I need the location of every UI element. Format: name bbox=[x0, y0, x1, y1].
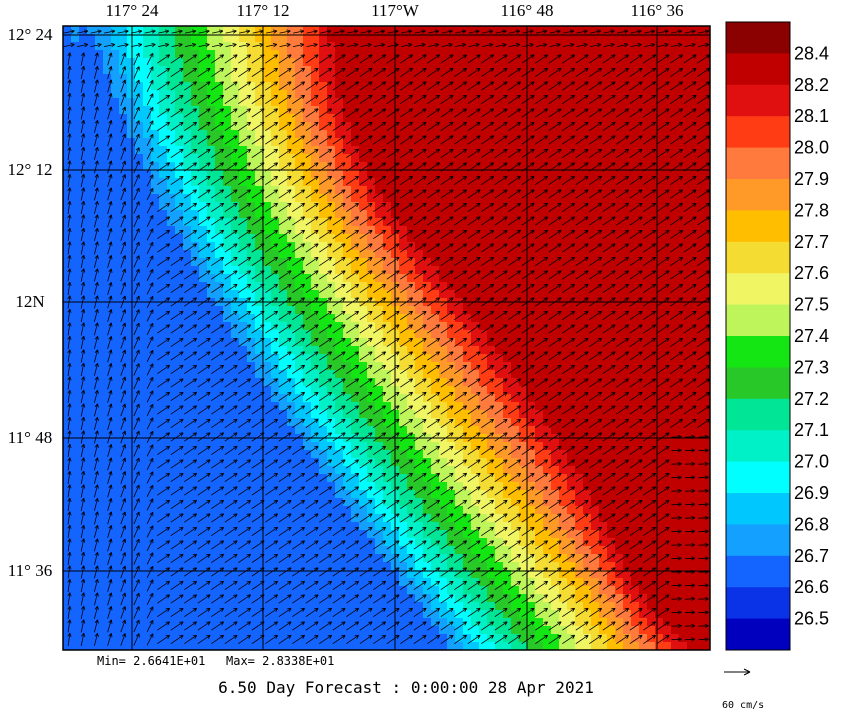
legend-swatch bbox=[726, 241, 790, 274]
legend-swatch bbox=[726, 22, 790, 54]
longitude-label: 116° 48 bbox=[501, 1, 554, 20]
min-value-label: Min= 2.6641E+01 bbox=[97, 654, 205, 668]
legend-level-label: 27.3 bbox=[794, 357, 829, 377]
legend-swatch bbox=[726, 84, 790, 117]
legend-level-label: 28.0 bbox=[794, 138, 829, 158]
map-frame bbox=[62, 25, 711, 651]
legend-swatch bbox=[726, 398, 790, 431]
legend-level-label: 27.9 bbox=[794, 169, 829, 189]
legend-swatch bbox=[726, 53, 790, 86]
legend-level-label: 27.7 bbox=[794, 232, 829, 252]
legend-swatch bbox=[726, 210, 790, 243]
legend-swatch bbox=[726, 367, 790, 400]
latitude-label: 12N bbox=[15, 292, 44, 311]
legend-swatch bbox=[726, 618, 790, 651]
legend-level-label: 28.1 bbox=[794, 106, 829, 126]
legend-swatch bbox=[726, 304, 790, 337]
legend-level-label: 27.1 bbox=[794, 420, 829, 440]
latitude-label: 11° 48 bbox=[8, 428, 52, 447]
color-legend bbox=[726, 22, 790, 651]
legend-level-label: 27.2 bbox=[794, 389, 829, 409]
legend-level-label: 26.7 bbox=[794, 546, 829, 566]
legend-swatch bbox=[726, 116, 790, 149]
legend-level-label: 28.4 bbox=[794, 43, 829, 63]
legend-level-label: 27.6 bbox=[794, 263, 829, 283]
latitude-label: 12° 12 bbox=[7, 160, 52, 179]
map-area bbox=[63, 26, 710, 650]
legend-swatch bbox=[726, 493, 790, 525]
legend-level-label: 26.5 bbox=[794, 609, 829, 629]
longitude-label: 117°W bbox=[371, 1, 420, 20]
latitude-label: 11° 36 bbox=[8, 561, 52, 580]
longitude-label: 116° 36 bbox=[631, 1, 684, 20]
legend-level-label: 26.8 bbox=[794, 514, 829, 534]
legend-swatch bbox=[726, 555, 790, 588]
legend-swatch bbox=[726, 147, 790, 180]
legend-level-label: 27.4 bbox=[794, 326, 829, 346]
legend-level-label: 27.0 bbox=[794, 452, 829, 472]
legend-level-label: 26.6 bbox=[794, 577, 829, 597]
legend-swatch bbox=[726, 587, 790, 620]
legend-swatch bbox=[726, 273, 790, 306]
forecast-time-label: 6.50 Day Forecast : 0:00:00 28 Apr 2021 bbox=[218, 678, 594, 697]
latitude-label: 12° 24 bbox=[7, 25, 53, 44]
legend-level-label: 27.5 bbox=[794, 295, 829, 315]
vector-scale-arrow bbox=[724, 668, 751, 676]
color-legend-labels: 28.4 28.2 28.1 28.0 27.9 27.8 27.7 27.6 27.5 27.4… bbox=[794, 43, 829, 628]
legend-level-label: 27.8 bbox=[794, 200, 829, 220]
legend-swatch bbox=[726, 524, 790, 557]
legend-swatch bbox=[726, 336, 790, 368]
legend-swatch bbox=[726, 179, 790, 211]
legend-swatch bbox=[726, 430, 790, 463]
color-legend-frame bbox=[725, 21, 791, 651]
max-value-label: Max= 2.8338E+01 bbox=[226, 654, 334, 668]
legend-swatch bbox=[726, 461, 790, 494]
longitude-label: 117° 24 bbox=[106, 1, 159, 20]
vector-arrow-set bbox=[63, 29, 710, 646]
longitude-label: 117° 12 bbox=[237, 1, 290, 20]
legend-level-label: 26.9 bbox=[794, 483, 829, 503]
vector-scale-label: 60 cm/s bbox=[722, 700, 764, 711]
legend-level-label: 28.2 bbox=[794, 75, 829, 95]
graticule-grid bbox=[63, 26, 710, 650]
current-vector-arrows bbox=[63, 29, 710, 646]
